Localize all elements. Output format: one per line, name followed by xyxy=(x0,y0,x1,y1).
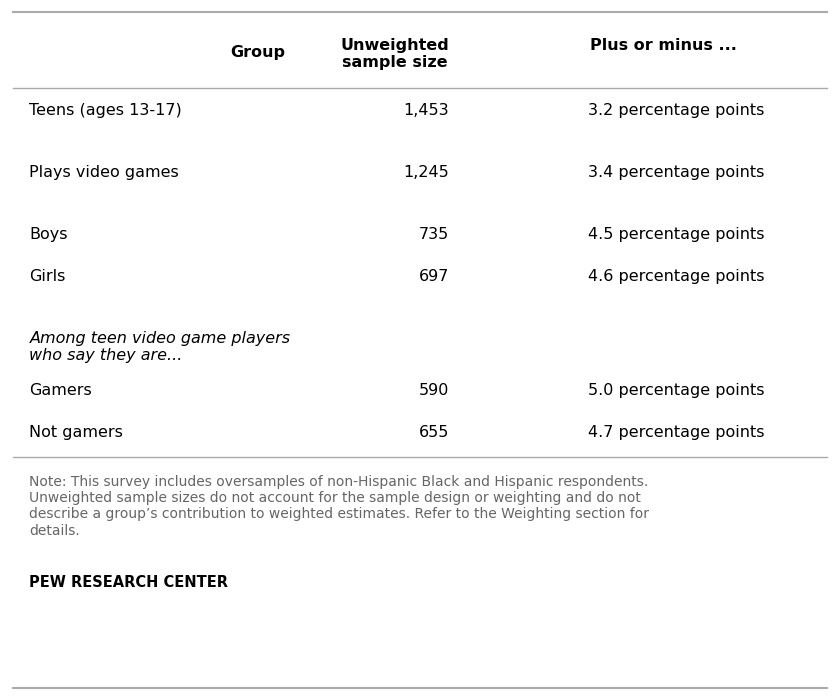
Text: 655: 655 xyxy=(418,425,449,440)
Text: Not gamers: Not gamers xyxy=(29,425,123,440)
Text: 1,453: 1,453 xyxy=(403,103,449,118)
Text: Boys: Boys xyxy=(29,227,68,242)
Text: 5.0 percentage points: 5.0 percentage points xyxy=(588,383,764,398)
Text: Among teen video game players
who say they are...: Among teen video game players who say th… xyxy=(29,331,291,363)
Text: Teens (ages 13-17): Teens (ages 13-17) xyxy=(29,103,182,118)
Text: Group: Group xyxy=(230,45,285,60)
Text: 4.6 percentage points: 4.6 percentage points xyxy=(588,269,764,284)
Text: Plus or minus ...: Plus or minus ... xyxy=(590,38,737,53)
Text: Girls: Girls xyxy=(29,269,66,284)
Text: Plays video games: Plays video games xyxy=(29,165,179,180)
Text: 735: 735 xyxy=(419,227,449,242)
Text: 590: 590 xyxy=(418,383,449,398)
Text: 3.2 percentage points: 3.2 percentage points xyxy=(588,103,764,118)
Text: 1,245: 1,245 xyxy=(403,165,449,180)
Text: 4.7 percentage points: 4.7 percentage points xyxy=(588,425,764,440)
Text: 697: 697 xyxy=(418,269,449,284)
Text: Unweighted
sample size: Unweighted sample size xyxy=(341,38,449,71)
Text: Gamers: Gamers xyxy=(29,383,92,398)
Text: 4.5 percentage points: 4.5 percentage points xyxy=(588,227,764,242)
Text: PEW RESEARCH CENTER: PEW RESEARCH CENTER xyxy=(29,575,228,590)
Text: Note: This survey includes oversamples of non-Hispanic Black and Hispanic respon: Note: This survey includes oversamples o… xyxy=(29,475,649,538)
Text: 3.4 percentage points: 3.4 percentage points xyxy=(588,165,764,180)
